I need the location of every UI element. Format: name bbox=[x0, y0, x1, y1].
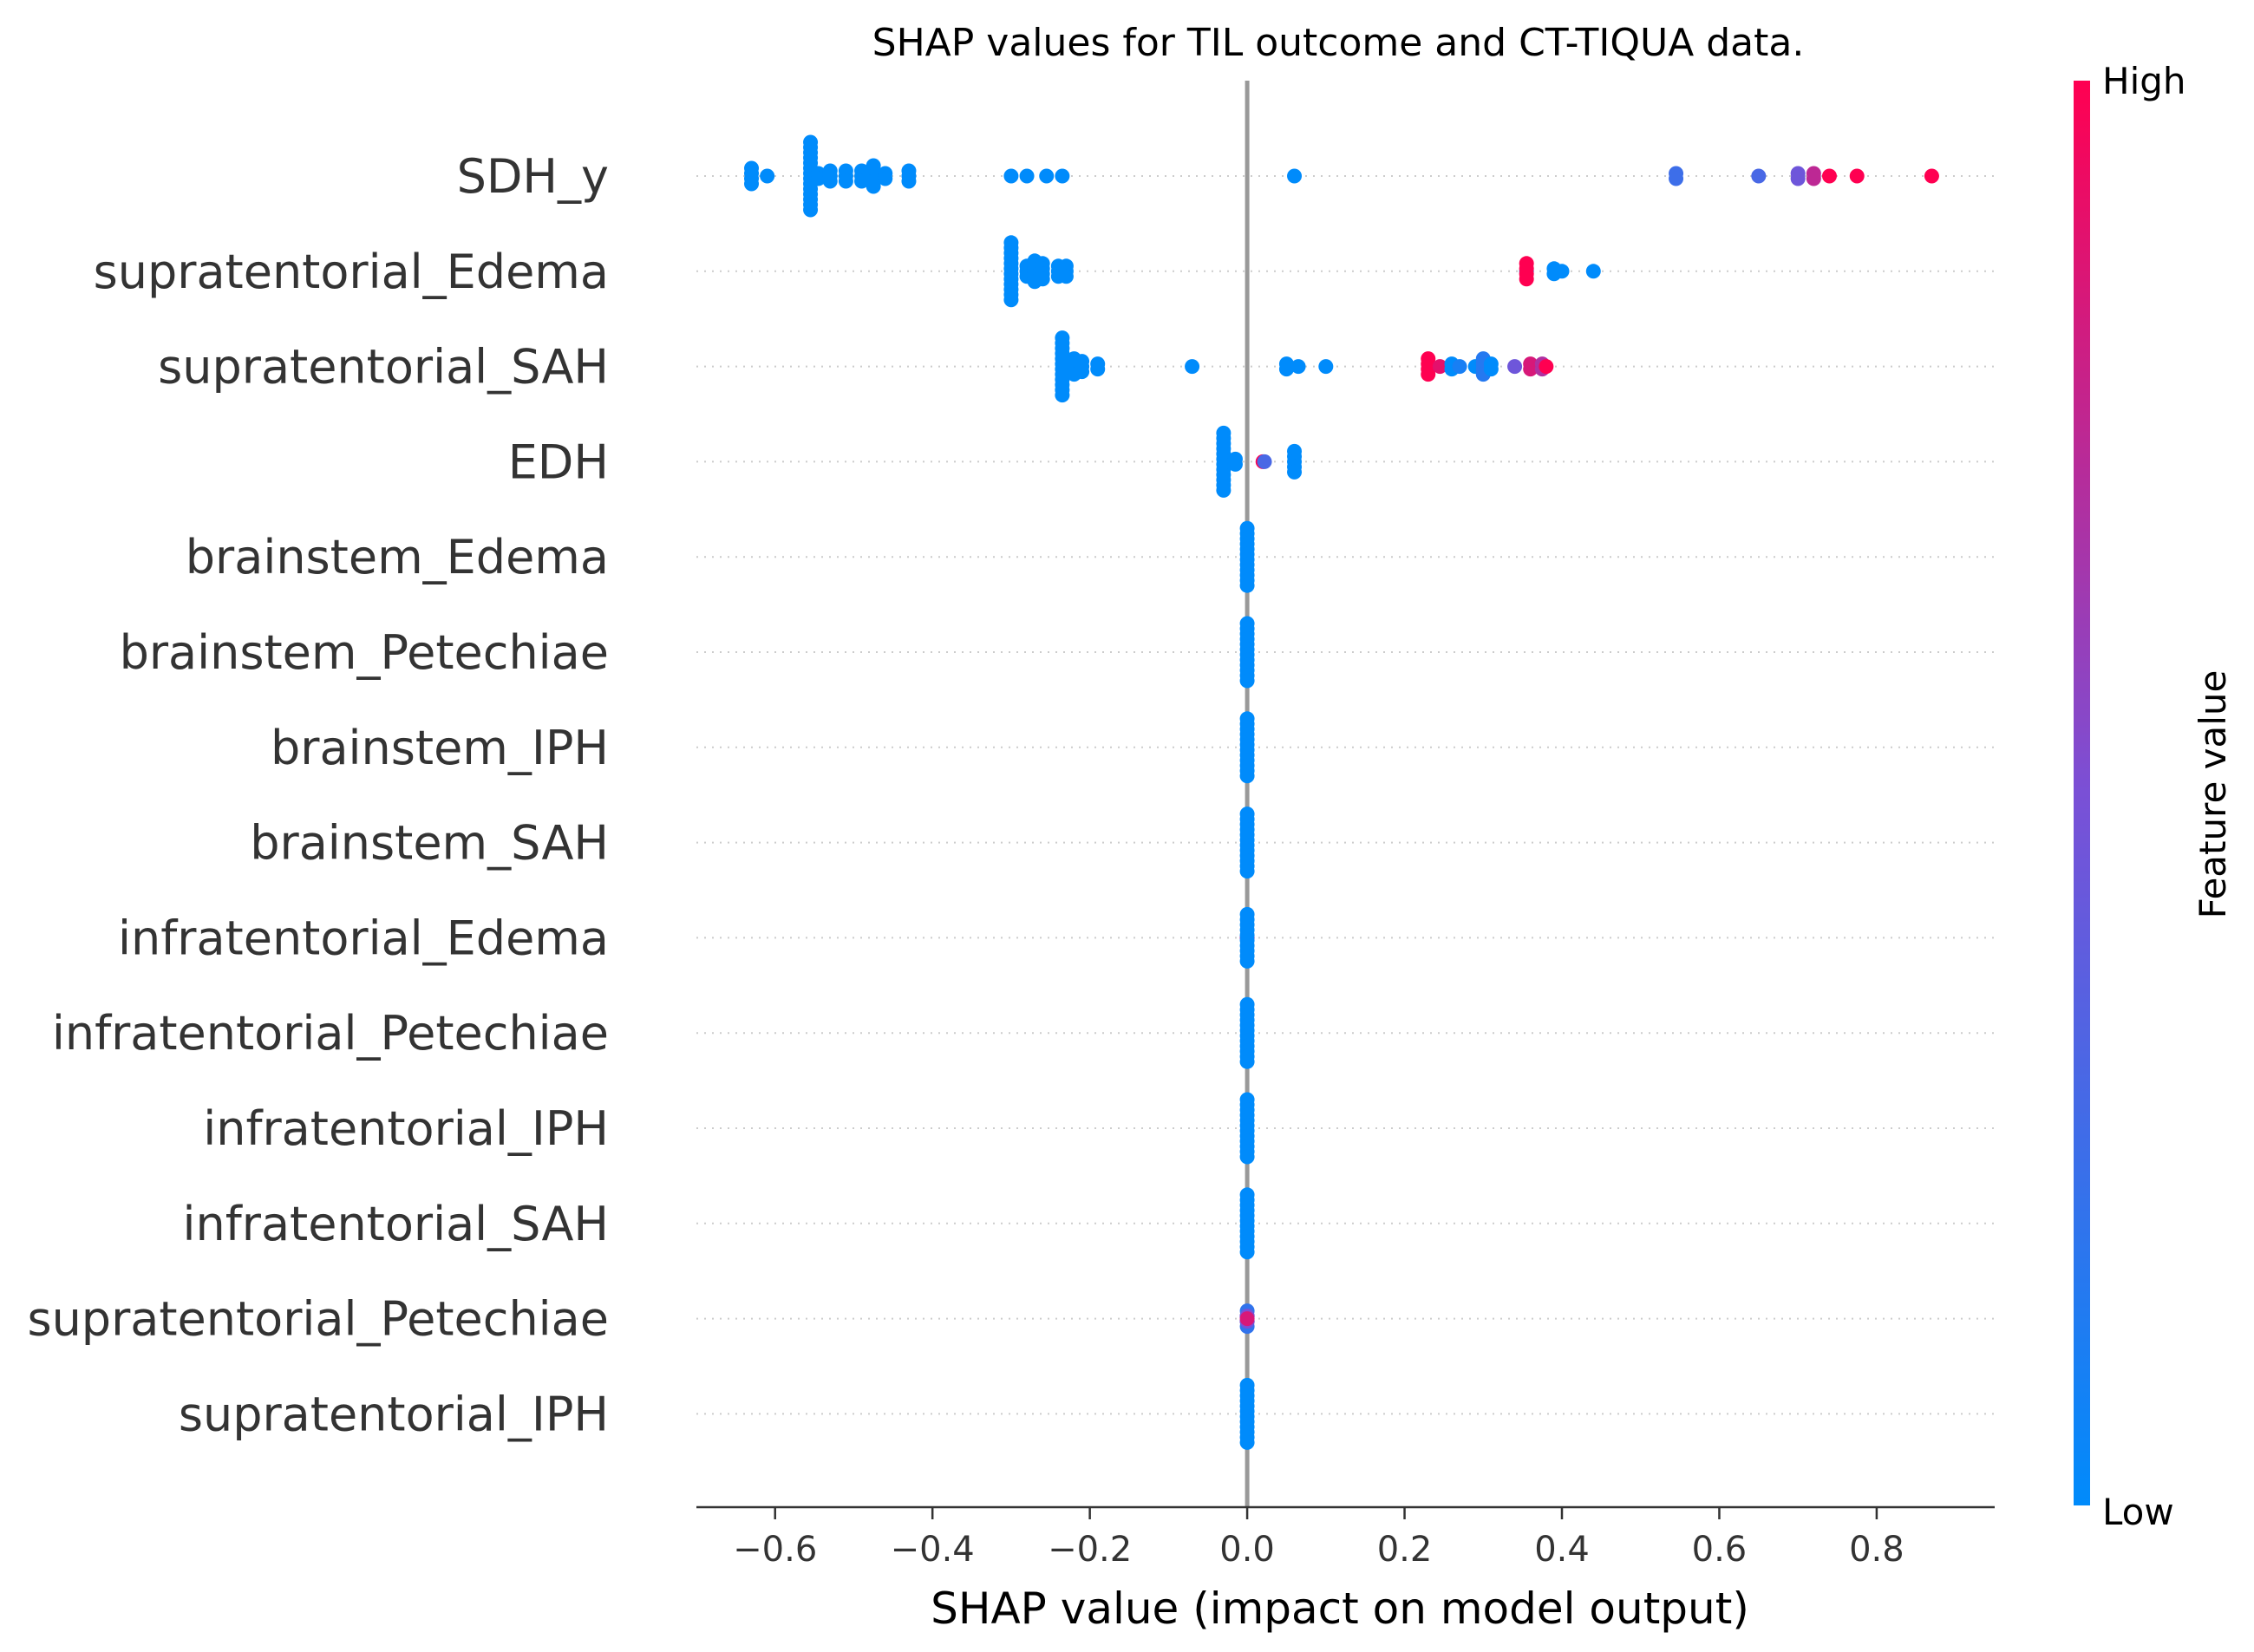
shap-point bbox=[1278, 362, 1294, 377]
shap-point bbox=[1452, 359, 1467, 375]
shap-point bbox=[1924, 168, 1939, 184]
shap-point bbox=[1539, 359, 1554, 375]
shap-point bbox=[1055, 388, 1070, 403]
x-tick-label: −0.2 bbox=[1048, 1530, 1132, 1570]
shap-point bbox=[1790, 171, 1806, 186]
shap-point bbox=[1239, 768, 1255, 784]
shap-point bbox=[1039, 168, 1055, 184]
shap-point bbox=[1290, 359, 1306, 375]
shap-point bbox=[1239, 1149, 1255, 1165]
shap-point bbox=[1318, 359, 1334, 375]
feature-label: infratentorial_Edema bbox=[118, 911, 609, 965]
shap-point bbox=[1239, 953, 1255, 969]
shap-point bbox=[866, 179, 881, 194]
shap-point bbox=[1239, 1244, 1255, 1260]
colorbar-title: Feature value bbox=[2192, 670, 2234, 919]
shap-point bbox=[1075, 364, 1090, 380]
shap-point bbox=[822, 173, 838, 189]
feature-label: brainstem_IPH bbox=[271, 721, 609, 775]
shap-point bbox=[811, 171, 826, 186]
feature-label: supratentorial_SAH bbox=[158, 340, 609, 395]
shap-point bbox=[1554, 264, 1570, 279]
x-tick-label: 0.4 bbox=[1534, 1530, 1590, 1570]
x-tick-label: −0.6 bbox=[733, 1530, 817, 1570]
shap-point bbox=[1019, 168, 1035, 184]
shap-point bbox=[1058, 269, 1074, 284]
shap-point bbox=[1239, 578, 1255, 593]
x-tick-label: 0.8 bbox=[1849, 1530, 1904, 1570]
x-tick-label: 0.0 bbox=[1219, 1530, 1275, 1570]
feature-label: supratentorial_Edema bbox=[94, 245, 609, 299]
shap-point bbox=[1257, 454, 1272, 469]
x-tick-label: 0.2 bbox=[1377, 1530, 1433, 1570]
shap-point bbox=[1821, 168, 1837, 184]
feature-label: brainstem_Petechiae bbox=[120, 625, 609, 680]
shap-point bbox=[803, 202, 819, 218]
shap-point bbox=[1523, 362, 1539, 377]
shap-point bbox=[1185, 359, 1200, 375]
shap-point bbox=[1090, 362, 1106, 377]
feature-label: EDH bbox=[508, 434, 609, 489]
shap-point bbox=[1483, 362, 1499, 377]
x-tick-label: 0.6 bbox=[1692, 1530, 1748, 1570]
colorbar bbox=[2074, 81, 2090, 1505]
feature-label: brainstem_SAH bbox=[250, 816, 609, 871]
shap-point bbox=[901, 173, 917, 189]
shap-point bbox=[1227, 456, 1243, 472]
feature-label: supratentorial_IPH bbox=[179, 1387, 609, 1441]
feature-label: infratentorial_Petechiae bbox=[52, 1006, 609, 1061]
shap-point bbox=[1239, 1054, 1255, 1069]
chart-title: SHAP values for TIL outcome and CT-TIQUA… bbox=[872, 21, 1805, 65]
feature-label: SDH_y bbox=[457, 149, 609, 204]
feature-label: infratentorial_IPH bbox=[203, 1101, 609, 1156]
shap-point bbox=[1003, 168, 1019, 184]
shap-point bbox=[1239, 673, 1255, 689]
shap-point bbox=[744, 176, 760, 192]
shap-point bbox=[1239, 864, 1255, 879]
shap-point bbox=[1239, 1434, 1255, 1450]
feature-label: brainstem_Edema bbox=[186, 530, 609, 584]
feature-label: supratentorial_Petechiae bbox=[27, 1292, 609, 1347]
shap-point bbox=[1751, 168, 1767, 184]
shap-point bbox=[1287, 168, 1303, 184]
x-axis-label: SHAP value (impact on model output) bbox=[931, 1583, 1749, 1634]
feature-label: infratentorial_SAH bbox=[183, 1197, 609, 1251]
shap-point bbox=[760, 168, 775, 184]
shap-point bbox=[1055, 168, 1070, 184]
shap-point bbox=[838, 173, 853, 189]
shap-point bbox=[1432, 359, 1447, 375]
shap-point bbox=[1421, 367, 1436, 382]
x-tick-label: −0.4 bbox=[891, 1530, 975, 1570]
shap-point bbox=[1035, 271, 1050, 287]
shap-point bbox=[1507, 359, 1523, 375]
shap-point bbox=[854, 173, 870, 189]
shap-point bbox=[1519, 271, 1534, 287]
shap-point bbox=[1287, 464, 1303, 480]
shap-point bbox=[1669, 171, 1684, 186]
shap-point bbox=[1216, 482, 1232, 498]
shap-point bbox=[1806, 171, 1821, 186]
shap-point bbox=[1003, 292, 1019, 308]
shap-point bbox=[1585, 264, 1601, 279]
shap-point bbox=[878, 171, 893, 186]
shap-point bbox=[1849, 168, 1865, 184]
colorbar-high-label: High bbox=[2102, 60, 2186, 102]
colorbar-low-label: Low bbox=[2102, 1491, 2174, 1533]
shap-point bbox=[1239, 1311, 1255, 1327]
